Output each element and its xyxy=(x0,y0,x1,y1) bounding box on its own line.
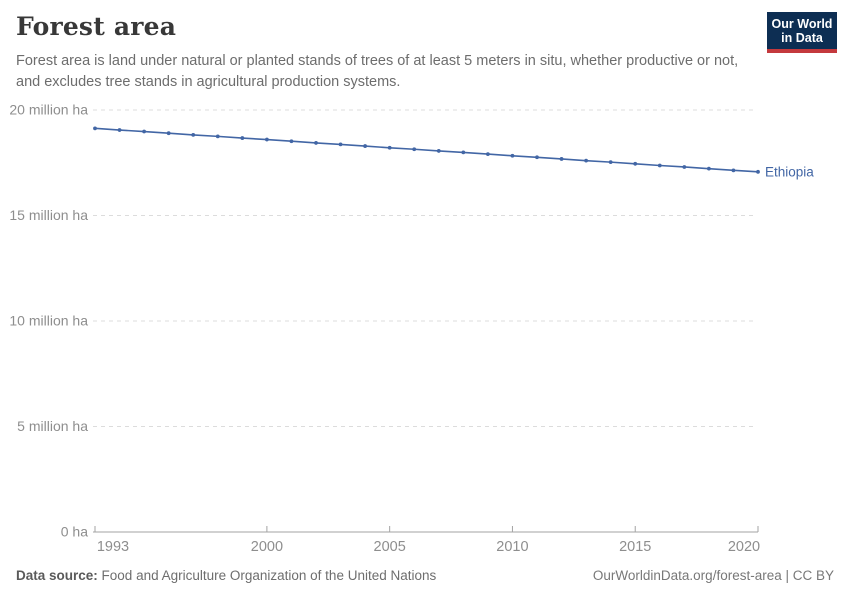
y-axis-tick-label: 10 million ha xyxy=(9,313,88,329)
data-point[interactable] xyxy=(142,129,147,134)
data-point[interactable] xyxy=(240,136,245,140)
data-point[interactable] xyxy=(608,160,613,165)
data-point[interactable] xyxy=(338,142,343,147)
data-point[interactable] xyxy=(289,139,294,144)
y-axis-tick-label: 5 million ha xyxy=(17,418,88,434)
data-point[interactable] xyxy=(93,126,97,131)
data-point[interactable] xyxy=(191,132,196,137)
x-axis-tick-label: 2000 xyxy=(251,539,283,555)
data-point[interactable] xyxy=(387,145,392,150)
data-point[interactable] xyxy=(535,155,539,160)
data-point[interactable] xyxy=(633,161,638,166)
x-axis-tick-label: 2005 xyxy=(374,539,406,555)
data-source-value: Food and Agriculture Organization of the… xyxy=(101,568,437,583)
data-point[interactable] xyxy=(584,158,589,163)
data-point[interactable] xyxy=(166,131,171,136)
data-point[interactable] xyxy=(436,149,441,153)
data-point[interactable] xyxy=(363,144,368,148)
attribution-text: OurWorldinData.org/forest-area | CC BY xyxy=(592,568,834,583)
data-point[interactable] xyxy=(412,147,417,152)
data-point[interactable] xyxy=(264,137,269,142)
data-point[interactable] xyxy=(756,169,760,174)
data-point[interactable] xyxy=(682,165,687,169)
data-line[interactable] xyxy=(94,127,759,173)
data-point[interactable] xyxy=(215,134,220,139)
x-axis-tick-label: 2010 xyxy=(496,539,528,555)
x-axis-tick-label: 2015 xyxy=(619,539,651,555)
owid-logo-line1: Our World xyxy=(771,17,833,31)
chart-subtitle: Forest area is land under natural or pla… xyxy=(16,53,739,90)
data-point[interactable] xyxy=(559,157,564,161)
data-point[interactable] xyxy=(657,163,662,168)
x-axis-tick-label: 1993 xyxy=(97,539,129,555)
data-point[interactable] xyxy=(314,141,318,145)
data-point[interactable] xyxy=(485,152,490,156)
data-point[interactable] xyxy=(731,168,736,173)
data-point[interactable] xyxy=(461,150,466,155)
y-axis-tick-label: 0 ha xyxy=(61,524,88,540)
data-source-label: Data source: xyxy=(16,568,98,583)
series-entity-label: Ethiopia xyxy=(765,164,814,179)
data-source: Data source: Food and Agriculture Organi… xyxy=(16,567,436,584)
y-axis-tick-label: 20 million ha xyxy=(9,102,88,118)
owid-logo-line2: in Data xyxy=(781,31,823,45)
x-axis-tick-label: 2020 xyxy=(728,539,760,555)
data-point[interactable] xyxy=(510,153,515,158)
data-point[interactable] xyxy=(706,166,711,171)
chart-title: Forest area xyxy=(16,12,177,41)
owid-logo: Our World in Data xyxy=(767,12,837,53)
y-axis-tick-label: 15 million ha xyxy=(9,207,88,223)
data-point[interactable] xyxy=(117,128,122,132)
